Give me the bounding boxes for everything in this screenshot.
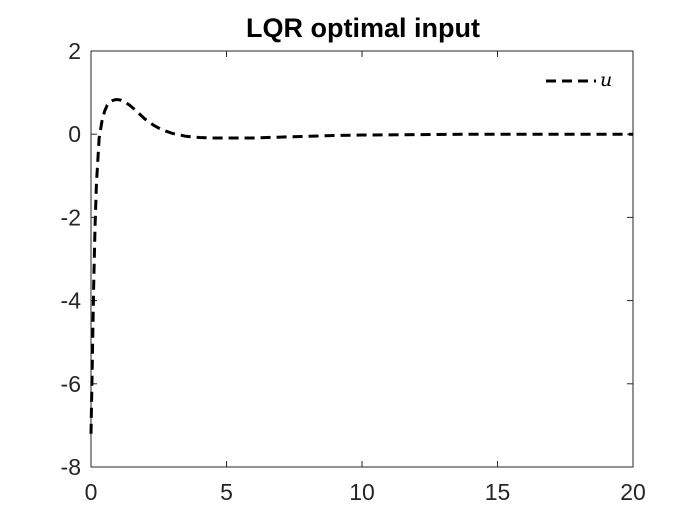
y-tick-label: 2 (68, 38, 81, 64)
y-tick-label: -6 (61, 371, 81, 397)
axes-box (90, 50, 634, 468)
series-layer (89, 98, 633, 434)
x-tick-labels: 0 5 10 15 20 (85, 479, 646, 505)
x-tick-label: 15 (485, 479, 511, 505)
y-tick-label: -4 (61, 288, 82, 314)
legend-label-u: u (600, 69, 612, 91)
chart-title: LQR optimal input (246, 13, 480, 43)
y-tick-label: -8 (61, 454, 81, 480)
x-tick-label: 5 (220, 479, 233, 505)
legend: u (546, 69, 612, 91)
x-tick-label: 20 (620, 479, 646, 505)
x-tick-label: 10 (349, 479, 375, 505)
y-tick-label: 0 (68, 121, 81, 147)
series-line-u (89, 98, 633, 434)
plot-area: 0 5 10 15 20 20-2-4-6-8 (61, 38, 646, 505)
y-tick-label: -2 (61, 204, 81, 230)
y-tick-labels: 2 0 -2 -4 -6 -8 (61, 38, 82, 480)
x-tick-label: 0 (85, 479, 98, 505)
